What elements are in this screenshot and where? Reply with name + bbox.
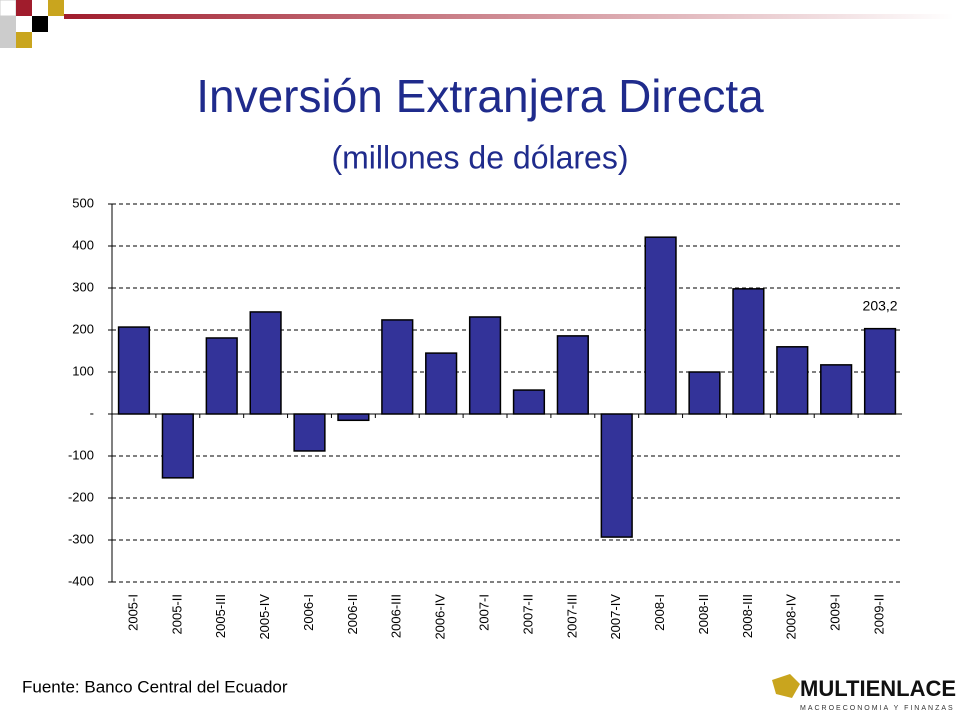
bar — [249, 311, 282, 415]
bar — [381, 319, 414, 415]
x-tick-label: 2009-I — [828, 594, 843, 631]
bar — [425, 352, 458, 415]
x-tick-label: 2005-I — [125, 594, 140, 631]
chart-subtitle: (millones de dólares) — [331, 139, 628, 175]
bar — [293, 413, 326, 452]
y-tick-label: 300 — [72, 279, 94, 294]
bar — [337, 413, 370, 422]
y-tick-label: 400 — [72, 237, 94, 252]
bar — [776, 346, 809, 415]
x-tick-label: 2008-III — [740, 594, 755, 638]
bar — [556, 335, 589, 415]
x-tick-label: 2008-II — [696, 594, 711, 634]
y-tick-label: -300 — [68, 531, 94, 546]
x-tick-label: 2006-III — [389, 594, 404, 638]
bar — [688, 371, 721, 415]
bar — [820, 364, 853, 415]
x-tick-label: 2007-IV — [608, 594, 623, 640]
bar — [512, 389, 546, 415]
logo: MULTIENLACE MACROECONOMIA Y FINANZAS — [772, 674, 956, 712]
x-tick-label: 2008-IV — [784, 594, 799, 640]
x-tick-label: 2005-III — [213, 594, 228, 638]
y-tick-label: - — [90, 405, 94, 420]
bar — [205, 337, 238, 415]
x-tick-label: 2007-III — [564, 594, 579, 638]
x-tick-label: 2006-IV — [433, 594, 448, 640]
decoration — [0, 0, 954, 48]
bar — [117, 326, 151, 415]
y-tick-label: 100 — [72, 363, 94, 378]
y-tick-label: -400 — [68, 573, 94, 588]
x-tick-label: 2007-I — [476, 594, 491, 631]
logo-tagline: MACROECONOMIA Y FINANZAS — [800, 705, 955, 712]
x-tick-label: 2006-II — [345, 594, 360, 634]
bar — [161, 413, 194, 479]
x-tick-label: 2005-IV — [257, 594, 272, 640]
x-tick-label: 2007-II — [520, 594, 535, 634]
x-tick-label: 2009-II — [871, 594, 886, 634]
value-label: 203,2 — [863, 297, 898, 313]
y-tick-label: 500 — [72, 195, 94, 210]
x-tick-label: 2006-I — [301, 594, 316, 631]
y-tick-label: -200 — [68, 489, 94, 504]
logo-name: MULTIENLACE — [800, 676, 956, 701]
source: Fuente: Banco Central del Ecuador — [22, 677, 288, 696]
bar — [600, 413, 633, 538]
x-tick-label: 2005-II — [169, 594, 184, 634]
chart-title: Inversión Extranjera Directa — [196, 70, 764, 122]
y-tick-label: -100 — [68, 447, 94, 462]
y-tick-label: 200 — [72, 321, 94, 336]
bar — [644, 236, 677, 415]
bar — [468, 316, 502, 415]
bar — [863, 327, 897, 415]
x-tick-label: 2008-I — [652, 594, 667, 631]
bar — [732, 288, 765, 415]
